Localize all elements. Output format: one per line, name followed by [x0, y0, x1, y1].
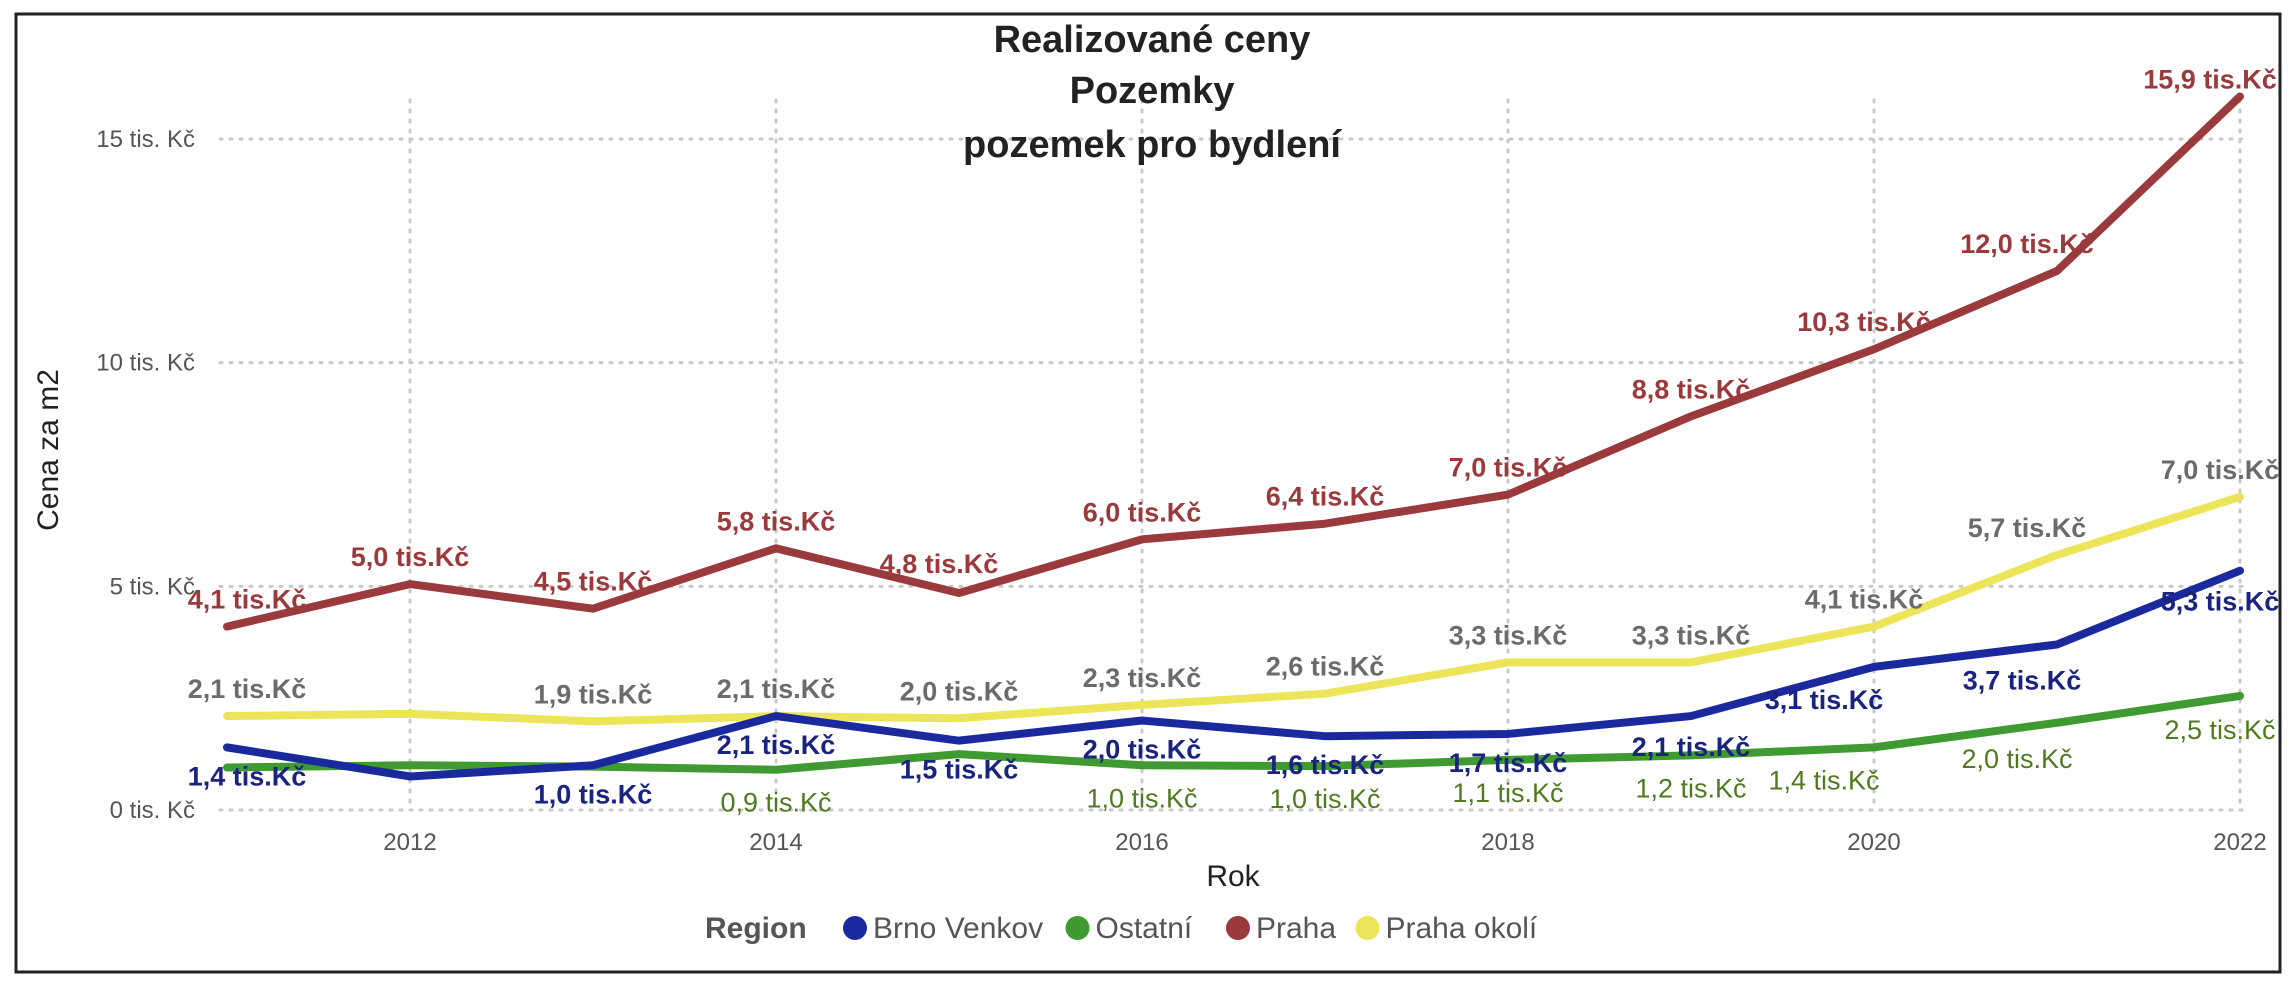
data-label: 5,7 tis.Kč [1968, 513, 2087, 543]
y-tick-label: 15 tis. Kč [96, 126, 195, 153]
title-line: Pozemky [1070, 70, 1235, 112]
data-label: 2,0 tis.Kč [1083, 735, 1202, 765]
legend-marker [1065, 916, 1090, 940]
data-label: 2,0 tis.Kč [900, 676, 1019, 706]
data-label: 3,1 tis.Kč [1765, 685, 1884, 715]
legend[interactable]: Region Brno Venkov Ostatní Praha Praha okolí [705, 912, 1538, 945]
x-tick-label: 2022 [2213, 829, 2266, 856]
x-tick-label: 2016 [1115, 829, 1168, 856]
data-label: 1,1 tis.Kč [1452, 778, 1563, 808]
legend-item-label[interactable]: Praha [1256, 912, 1336, 945]
data-label: 1,0 tis.Kč [534, 779, 653, 809]
data-label: 12,0 tis.Kč [1960, 229, 2094, 259]
data-label: 1,9 tis.Kč [534, 679, 653, 709]
x-axis-title: Rok [1206, 860, 1260, 893]
data-label: 2,1 tis.Kč [717, 730, 836, 760]
data-label: 1,4 tis.Kč [188, 761, 307, 791]
data-label: 1,2 tis.Kč [1635, 773, 1746, 803]
y-tick-label: 0 tis. Kč [110, 797, 195, 824]
title-line: pozemek pro bydlení [963, 124, 1342, 166]
data-labels: 1,4 tis.Kč 1,0 tis.Kč 2,1 tis.Kč 1,5 tis.Kč… [188, 65, 2280, 818]
x-tick-label: 2012 [383, 829, 436, 856]
data-label: 4,8 tis.Kč [880, 549, 999, 579]
data-label: 5,3 tis.Kč [2161, 587, 2280, 617]
series-line-praha-okol- [223, 492, 2244, 726]
data-label: 2,3 tis.Kč [1083, 663, 1202, 693]
data-label: 4,5 tis.Kč [534, 567, 653, 597]
title-line: Realizované ceny [994, 19, 1311, 61]
legend-marker [1355, 916, 1380, 940]
axes: 0 tis. Kč 5 tis. Kč 10 tis. Kč 15 tis. Kč 20… [32, 126, 2267, 893]
data-label: 1,0 tis.Kč [1086, 783, 1197, 813]
data-label: 2,0 tis.Kč [1961, 744, 2072, 774]
data-label: 3,3 tis.Kč [1449, 620, 1568, 650]
chart-frame [14, 12, 2282, 974]
legend-item-label[interactable]: Praha okolí [1386, 912, 1538, 945]
data-label: 2,6 tis.Kč [1266, 652, 1385, 682]
x-tick-label: 2018 [1481, 829, 1534, 856]
legend-title: Region [705, 912, 807, 945]
data-label: 4,1 tis.Kč [1805, 585, 1924, 615]
data-label: 2,1 tis.Kč [188, 674, 307, 704]
data-label: 3,3 tis.Kč [1632, 620, 1751, 650]
x-tick-label: 2020 [1847, 829, 1900, 856]
data-label: 1,6 tis.Kč [1266, 750, 1385, 780]
data-label: 5,8 tis.Kč [717, 506, 836, 536]
data-label: 6,4 tis.Kč [1266, 482, 1385, 512]
data-label: 2,1 tis.Kč [1632, 732, 1751, 762]
legend-item-label[interactable]: Brno Venkov [873, 912, 1043, 945]
data-label: 2,1 tis.Kč [717, 674, 836, 704]
series-line-praha [223, 92, 2244, 631]
series-line-brno-venkov [223, 566, 2244, 781]
data-label: 8,8 tis.Kč [1632, 374, 1751, 404]
data-label: 2,5 tis.Kč [2164, 715, 2275, 745]
y-axis-title: Cena za m2 [32, 369, 65, 531]
legend-marker [843, 916, 867, 940]
data-label: 1,7 tis.Kč [1449, 748, 1568, 778]
data-label: 1,5 tis.Kč [900, 755, 1019, 785]
y-tick-label: 10 tis. Kč [96, 350, 195, 377]
data-label: 7,0 tis.Kč [2161, 455, 2280, 485]
series-lines [223, 92, 2244, 781]
legend-marker [1226, 916, 1250, 940]
data-label: 10,3 tis.Kč [1797, 307, 1931, 337]
data-label: 5,0 tis.Kč [351, 542, 470, 572]
data-label: 7,0 tis.Kč [1449, 453, 1568, 483]
grid [218, 98, 2247, 812]
y-tick-label: 5 tis. Kč [110, 573, 195, 600]
data-label: 1,4 tis.Kč [1768, 765, 1879, 795]
data-label: 1,0 tis.Kč [1269, 784, 1380, 814]
data-label: 15,9 tis.Kč [2143, 65, 2277, 95]
x-tick-label: 2014 [749, 829, 802, 856]
legend-item-label[interactable]: Ostatní [1096, 912, 1193, 945]
data-label: 0,9 tis.Kč [720, 788, 831, 818]
data-label: 6,0 tis.Kč [1083, 497, 1202, 527]
chart-title: Realizované ceny Pozemky pozemek pro bydle… [963, 19, 1342, 166]
data-label: 4,1 tis.Kč [188, 585, 307, 615]
data-label: 3,7 tis.Kč [1963, 665, 2082, 695]
